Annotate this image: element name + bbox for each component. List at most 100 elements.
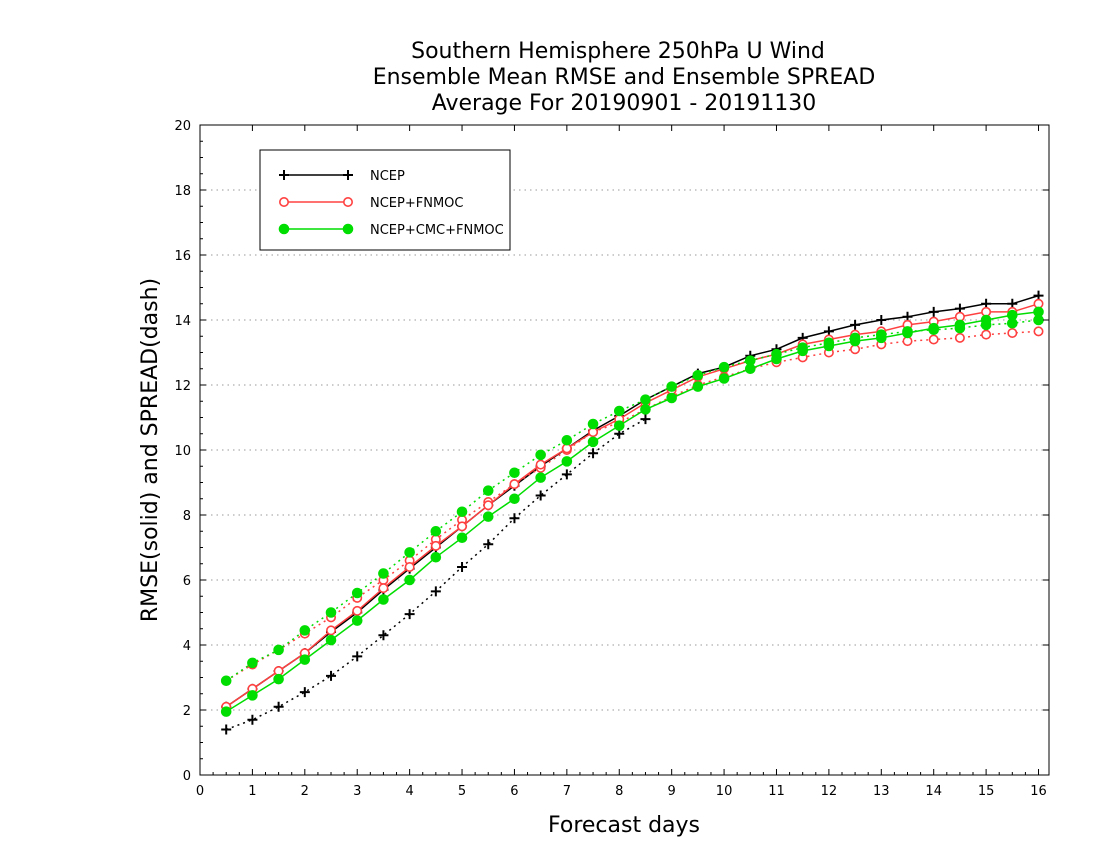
rmse-line xyxy=(225,294,1039,708)
gridlines xyxy=(200,189,1049,711)
spread-point xyxy=(613,405,625,417)
x-tick-label: 6 xyxy=(510,784,518,799)
x-tick-label: 15 xyxy=(978,784,995,799)
x-tick-label: 11 xyxy=(768,784,785,799)
spread-point xyxy=(1007,327,1018,338)
x-tick-label: 0 xyxy=(196,784,204,799)
spread-point xyxy=(404,547,415,558)
rmse-point xyxy=(378,583,389,594)
legend-label: NCEP xyxy=(370,169,405,184)
legend-label: NCEP+CMC+FNMOC xyxy=(370,223,504,238)
rmse-point xyxy=(378,594,389,605)
spread-point xyxy=(588,448,599,459)
title-line-2: Ensemble Mean RMSE and Ensemble SPREAD xyxy=(373,65,876,90)
rmse-point xyxy=(640,404,651,415)
rmse-point xyxy=(326,625,337,636)
series-2 xyxy=(220,306,1044,717)
rmse-point xyxy=(980,314,992,326)
spread-point xyxy=(378,630,389,641)
spread-point xyxy=(325,607,337,618)
spread-point xyxy=(299,625,311,636)
spread-point xyxy=(718,361,730,373)
rmse-point xyxy=(850,319,861,330)
legend-entry: NCEP xyxy=(279,169,405,184)
rmse-point xyxy=(823,340,835,352)
rmse-point xyxy=(509,479,520,490)
spread-point xyxy=(509,513,520,524)
rmse-point xyxy=(352,605,363,616)
rmse-point xyxy=(535,472,546,483)
spread-point xyxy=(247,657,258,669)
rmse-point xyxy=(220,706,232,717)
spread-point xyxy=(535,449,546,461)
legend-entry: NCEP+CMC+FNMOC xyxy=(278,223,504,238)
spread-point xyxy=(352,651,363,662)
rmse-point xyxy=(954,319,966,331)
x-tick-label: 9 xyxy=(668,784,676,799)
spread-point xyxy=(430,525,442,537)
spread-point xyxy=(299,687,310,698)
rmse-point xyxy=(744,363,756,375)
rmse-point xyxy=(509,493,520,505)
spread-point xyxy=(457,562,468,572)
spread-point xyxy=(378,568,389,579)
x-tick-label: 4 xyxy=(405,784,413,799)
rmse-point xyxy=(849,335,861,347)
spread-point xyxy=(1033,326,1044,337)
spread-point xyxy=(640,394,651,405)
y-tick-label: 2 xyxy=(183,704,191,719)
rmse-point xyxy=(482,511,494,522)
rmse-point xyxy=(430,551,442,563)
rmse-point xyxy=(325,634,337,646)
y-tick-label: 8 xyxy=(183,509,191,524)
spread-point xyxy=(535,490,546,501)
spread-point xyxy=(981,329,992,340)
x-tick-label: 5 xyxy=(458,784,466,799)
rmse-point xyxy=(797,345,808,357)
spread-point xyxy=(351,587,363,599)
spread-point xyxy=(456,506,468,518)
series-1 xyxy=(221,298,1044,712)
spread-point xyxy=(430,586,441,597)
rmse-line xyxy=(225,303,1039,708)
series-group xyxy=(220,290,1044,735)
x-tick-label: 12 xyxy=(821,784,838,799)
spread-line xyxy=(225,330,1039,682)
spread-point xyxy=(561,469,572,480)
spread-point xyxy=(483,539,494,550)
spread-point xyxy=(273,701,284,712)
y-tick-label: 4 xyxy=(183,639,191,654)
spread-point xyxy=(326,670,337,681)
y-tick-label: 0 xyxy=(183,769,191,784)
x-tick-label: 1 xyxy=(248,784,256,799)
spread-point xyxy=(692,369,704,381)
spread-point xyxy=(666,381,677,392)
rmse-point xyxy=(875,332,887,344)
spread-point xyxy=(220,675,232,687)
legend-label: NCEP+FNMOC xyxy=(370,196,463,211)
y-axis-label: RMSE(solid) and SPREAD(dash) xyxy=(138,278,163,622)
rmse-point xyxy=(1007,309,1018,321)
rmse-point xyxy=(1033,306,1044,318)
legend-marker xyxy=(342,197,353,208)
y-tick-label: 18 xyxy=(174,184,191,199)
legend-marker xyxy=(279,170,289,180)
y-tick-label: 16 xyxy=(174,249,191,264)
rmse-point xyxy=(902,327,913,339)
spread-point xyxy=(640,414,651,425)
spread-point xyxy=(561,434,573,446)
x-tick-label: 8 xyxy=(615,784,623,799)
spread-point xyxy=(954,332,965,343)
spread-line xyxy=(225,418,646,731)
legend: NCEP NCEP+FNMOC NCEP+CMC+FNMOC xyxy=(259,149,511,251)
legend-entry: NCEP+FNMOC xyxy=(278,196,463,211)
rmse-point xyxy=(587,436,599,448)
rmse-point xyxy=(771,353,782,365)
x-tick-label: 10 xyxy=(716,784,733,799)
x-tick-label: 14 xyxy=(925,784,942,799)
rmse-point xyxy=(928,322,940,334)
rmse-point xyxy=(404,574,415,586)
x-tick-label: 16 xyxy=(1030,784,1047,799)
